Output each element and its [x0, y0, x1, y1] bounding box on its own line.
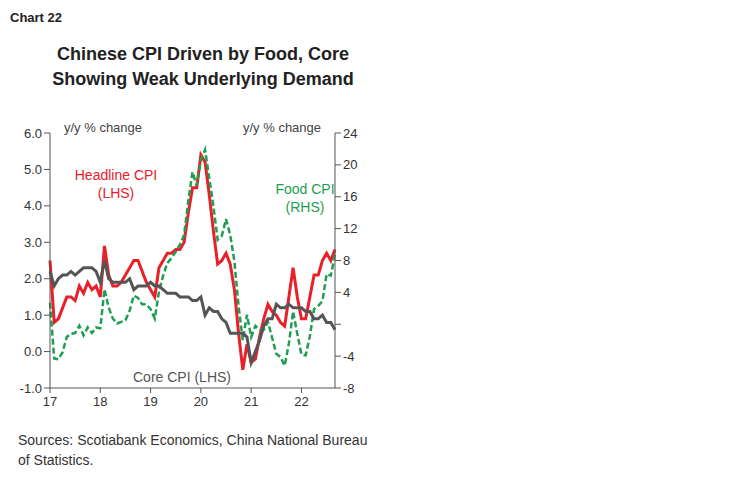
svg-text:-1.0: -1.0: [20, 381, 42, 396]
svg-text:-8: -8: [343, 381, 355, 396]
svg-text:20: 20: [194, 394, 208, 409]
svg-text:5.0: 5.0: [24, 162, 42, 177]
svg-text:17: 17: [43, 394, 57, 409]
html-text:Chart 22: Chart 22: [10, 10, 62, 25]
html-text:y/y % change: y/y % change: [64, 120, 142, 135]
html-text:Core CPI (LHS): Core CPI (LHS): [133, 369, 231, 385]
svg-text:1.0: 1.0: [24, 308, 42, 323]
svg-text:18: 18: [93, 394, 107, 409]
svg-text:0.0: 0.0: [24, 344, 42, 359]
svg-text:24: 24: [343, 126, 357, 141]
html-text:Headline CPI (LHS): Headline CPI (LHS): [74, 167, 158, 201]
svg-text:2.0: 2.0: [24, 271, 42, 286]
svg-text:8: 8: [343, 253, 350, 268]
svg-text:22: 22: [294, 394, 308, 409]
svg-text:3.0: 3.0: [24, 235, 42, 250]
svg-text:12: 12: [343, 221, 357, 236]
svg-text:19: 19: [143, 394, 157, 409]
svg-text:-4: -4: [343, 349, 355, 364]
html-text:Food CPI (RHS): Food CPI (RHS): [275, 181, 335, 215]
svg-text:6.0: 6.0: [24, 126, 42, 141]
svg-text:4.0: 4.0: [24, 198, 42, 213]
svg-text:4: 4: [343, 285, 350, 300]
html-text:Sources: Scotiabank Economics,: Sources: Scotiabank Economics, China Nat…: [18, 432, 368, 468]
html-text:Chinese CPI Driven by Food, Co: Chinese CPI Driven by Food, Core Showing…: [52, 44, 354, 89]
svg-text:16: 16: [343, 189, 357, 204]
html-text:y/y % change: y/y % change: [243, 120, 321, 135]
svg-text:20: 20: [343, 157, 357, 172]
svg-text:21: 21: [244, 394, 258, 409]
